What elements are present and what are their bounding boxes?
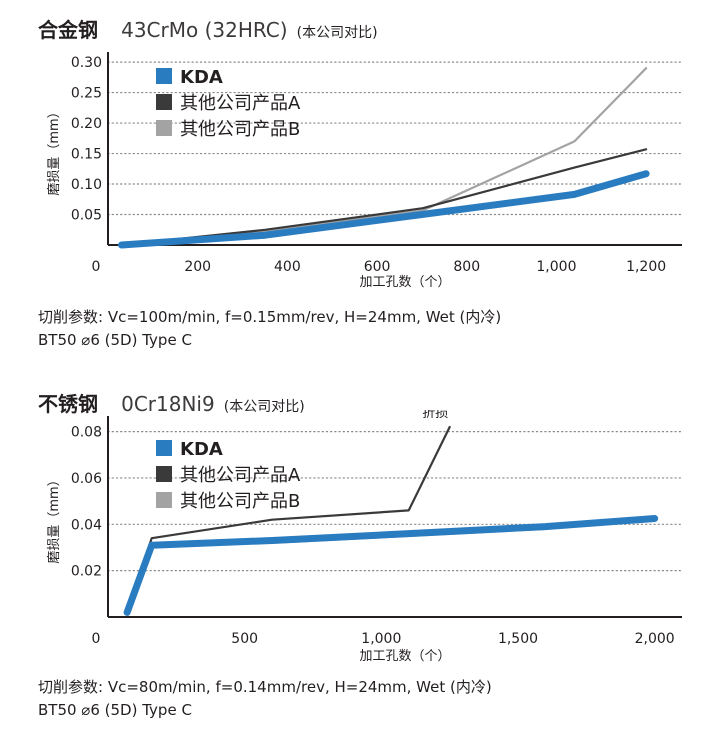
chart-1-y-tick-label: 0.25 [71,86,102,102]
chart-1-x-tick-label: 400 [274,259,301,275]
chart-2-wear-vs-holes: 0.02 0.04 0.06 0.08 0 500 1,000 1,500 2,000 加工孔数（… [47,410,683,664]
chart-2-x-tick-label: 2,000 [635,631,675,647]
chart-2-cutting-params: 切削参数: Vc=80m/min, f=0.14mm/rev, H=24mm, … [38,676,492,722]
chart-1-y-axis-title: 磨损量（mm） [47,105,62,195]
chart-1-legend-swatch-other-b [156,120,172,136]
chart-1-series-line-kda [118,170,650,249]
chart-1-legend-swatch-kda [156,68,172,84]
chart-1-x-tick-label: 1,000 [536,259,576,275]
chart-2-series-line-other-a [125,425,451,614]
chart-2-legend-swatch-kda [156,440,172,456]
chart-2-y-tick-label: 0.04 [71,517,102,533]
chart-2-y-tick-label: 0.06 [71,471,102,487]
chart-1-wear-vs-holes: 0.05 0.10 0.15 0.20 0.25 0.30 0 200 400 600 800 1,0… [47,52,683,290]
chart-1-title: 合金钢 [38,18,98,42]
chart-2-params-line-2: BT50 ⌀6 (5D) Type C [38,701,192,719]
chart-1-y-tick-label: 0.30 [71,55,102,71]
chart-1-x-tick-label: 1,200 [626,259,666,275]
chart-1-note: (本公司对比) [296,25,378,41]
chart-1-x-tick-label: 800 [453,259,480,275]
chart-1-x-tick-label: 0 [92,259,101,275]
chart-1-y-tick-label: 0.05 [71,208,102,224]
chart-2-note: (本公司对比) [223,399,305,415]
chart-2-x-tick-label: 0 [92,631,101,647]
chart-2-params-line-1: 切削参数: Vc=80m/min, f=0.14mm/rev, H=24mm, … [38,678,492,696]
chart-2-x-tick-label: 500 [231,631,258,647]
chart-1-params-line-1: 切削参数: Vc=100m/min, f=0.15mm/rev, H=24mm,… [38,308,502,326]
chart-1-legend-label-other-b: 其他公司产品B [180,119,300,140]
chart-1-y-tick-label: 0.15 [71,147,102,163]
chart-2-legend-swatch-other-a [156,466,172,482]
chart-2-y-tick-label: 0.02 [71,564,102,580]
chart-1-y-tick-label: 0.20 [71,116,102,132]
chart-2-legend-label-kda: KDA [180,439,223,460]
chart-2-title: 不锈钢 [38,392,98,416]
chart-2-series-line-kda [123,515,659,616]
chart-1-material: 43CrMo (32HRC) [121,18,288,42]
chart-1-legend-swatch-other-a [156,94,172,110]
chart-2-legend-label-other-a: 其他公司产品A [180,465,301,486]
chart-1-series-line-other-a [120,148,648,247]
chart-2-material: 0Cr18Ni9 [121,392,215,416]
chart-2-y-tick-label: 0.08 [71,425,102,441]
chart-2-x-tick-label: 1,000 [361,631,401,647]
chart-2-legend-swatch-other-b [156,492,172,508]
chart-1-legend-label-other-a: 其他公司产品A [180,93,301,114]
chart-2-annotation-breakage: 折损 [422,410,448,421]
chart-2-heading: 不锈钢 0Cr18Ni9 (本公司对比) [38,388,305,417]
chart-1-params-line-2: BT50 ⌀6 (5D) Type C [38,331,192,349]
chart-1-y-tick-label: 0.10 [71,177,102,193]
chart-1-cutting-params: 切削参数: Vc=100m/min, f=0.15mm/rev, H=24mm,… [38,306,501,352]
chart-1-x-tick-label: 600 [364,259,391,275]
chart-1-legend-label-kda: KDA [180,67,223,88]
chart-2-y-axis-title: 磨损量（mm） [47,473,62,563]
chart-2-x-tick-label: 1,500 [498,631,538,647]
chart-2-legend-label-other-b: 其他公司产品B [180,491,300,512]
chart-1-x-tick-label: 200 [184,259,211,275]
chart-1-x-axis-title: 加工孔数（个） [359,275,450,290]
chart-2-x-axis-title: 加工孔数（个） [359,649,450,664]
chart-1-heading: 合金钢 43CrMo (32HRC) (本公司对比) [38,14,378,43]
